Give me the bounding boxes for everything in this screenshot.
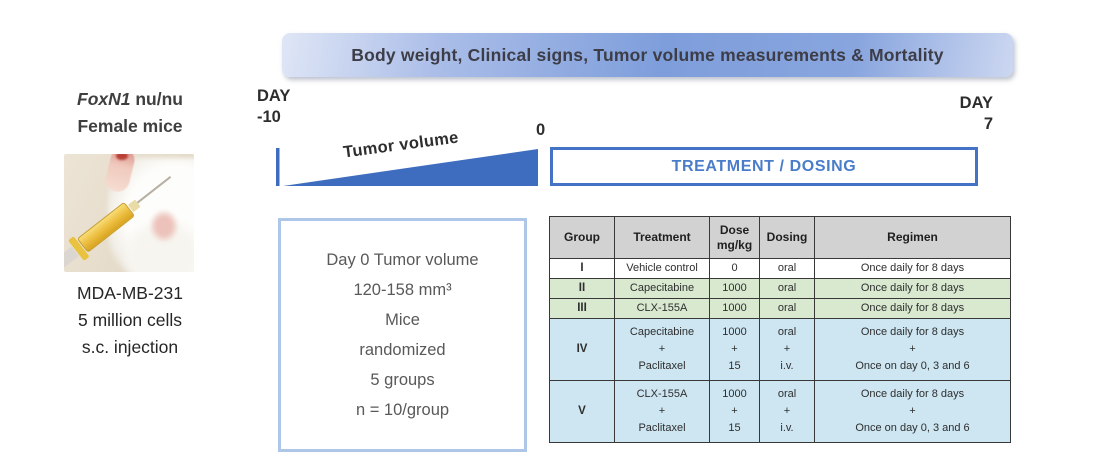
cell-I-dosing: oral [759,258,815,279]
cell-injection-label: MDA-MB-231 5 million cells s.c. injectio… [18,280,242,361]
timeline-day-minus10-label: DAY -10 [257,86,290,128]
cell-I-group: I [549,258,615,279]
dosing-table-header-cell-2: Dose mg/kg [709,216,760,259]
cell-I-dose: 0 [709,258,760,279]
cell-III-dose: 1000 [709,298,760,319]
cell-II-group: II [549,278,615,299]
cell-IV-regimen: Once daily for 8 days + Once on day 0, 3… [814,318,1011,381]
cell-III-dosing: oral [759,298,815,319]
randomization-box: Day 0 Tumor volume 120-158 mm³ Mice rand… [278,218,527,452]
monitoring-banner-label: Body weight, Clinical signs, Tumor volum… [351,44,944,65]
treatment-dosing-label: TREATMENT / DOSING [671,157,857,175]
cell-V-treatment: CLX-155A + Paclitaxel [614,380,710,443]
dosing-table-header: Group Treatment Dose mg/kg Dosing Regimen [549,216,1011,259]
timeline-day7-label: DAY 7 [928,93,993,135]
photo-mouse-ear [150,210,178,242]
cell-II-treatment: Capecitabine [614,278,710,299]
tumor-growth-wedge [276,148,538,186]
timeline-day0-label: 0 [536,121,546,139]
dosing-table-body: I Vehicle control 0 oral Once daily for 8 da… [549,258,1011,443]
dosing-table-row-II: II Capecitabine 1000 oral Once daily for 8 d… [549,278,1011,299]
rand-line-6: n = 10/group [355,401,450,419]
cell-IV-group: IV [549,318,615,381]
cell-III-group: III [549,298,615,319]
mouse-injection-photo [64,154,194,272]
strain-line2: Female mice [77,116,183,136]
day-end-word: DAY [959,94,993,112]
injection-route: s.c. injection [81,337,179,357]
cell-I-regimen: Once daily for 8 days [814,258,1011,279]
mouse-strain-label: FoxN1 nu/nu Female mice [28,86,232,140]
cell-II-regimen: Once daily for 8 days [814,278,1011,299]
day-end-number: 7 [983,115,993,133]
cell-V-regimen: Once daily for 8 days + Once on day 0, 3… [814,380,1011,443]
day-start-word: DAY [257,87,291,105]
rand-line-3: Mice [385,311,420,329]
cell-IV-dose: 1000 + 15 [709,318,760,381]
rand-line-4: randomized [359,341,446,359]
cell-III-regimen: Once daily for 8 days [814,298,1011,319]
cell-IV-dosing: oral + i.v. [759,318,815,381]
dosing-table-header-cell-0: Group [549,216,615,259]
strain-gene-name: FoxN1 [77,89,131,109]
monitoring-banner: Body weight, Clinical signs, Tumor volum… [282,33,1013,77]
cell-V-group: V [549,380,615,443]
cell-V-dose: 1000 + 15 [709,380,760,443]
rand-line-2: 120-158 mm³ [353,281,452,299]
cell-II-dosing: oral [759,278,815,299]
dosing-table-header-cell-1: Treatment [614,216,710,259]
dosing-table-row-V: V CLX-155A + Paclitaxel 1000 + 15 oral + i.… [549,380,1011,443]
photo-paw-marking [116,154,128,160]
dosing-table-header-cell-3: Dosing [759,216,815,259]
cell-IV-treatment: Capecitabine + Paclitaxel [614,318,710,381]
dosing-table-row-IV: IV Capecitabine + Paclitaxel 1000 + 15 oral… [549,318,1011,381]
dosing-table-row-I: I Vehicle control 0 oral Once daily for 8 da… [549,258,1011,279]
day-start-number: -10 [257,108,281,126]
dosing-table-header-cell-4: Regimen [814,216,1011,259]
rand-line-5: 5 groups [370,371,435,389]
cell-I-treatment: Vehicle control [614,258,710,279]
strain-line1: FoxN1 nu/nu [28,86,232,113]
cell-III-treatment: CLX-155A [614,298,710,319]
cell-V-dosing: oral + i.v. [759,380,815,443]
cell-count: 5 million cells [77,310,183,330]
rand-line-1: Day 0 Tumor volume [326,251,479,269]
cell-line-name: MDA-MB-231 [77,283,183,303]
treatment-dosing-bar: TREATMENT / DOSING [550,147,978,186]
dosing-table-row-III: III CLX-155A 1000 oral Once daily for 8 days [549,298,1011,319]
strain-suffix: nu/nu [130,89,183,109]
cell-II-dose: 1000 [709,278,760,299]
